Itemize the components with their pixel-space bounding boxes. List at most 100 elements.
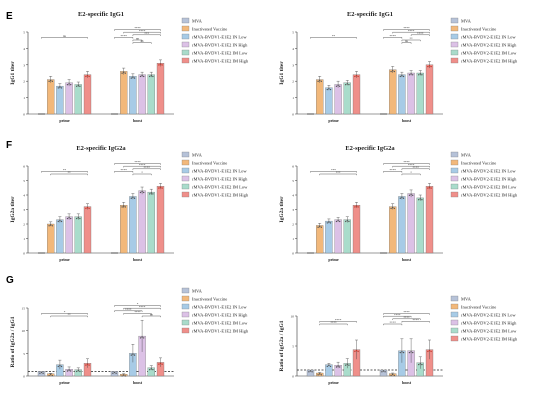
data-point xyxy=(419,363,421,365)
significance-bracket xyxy=(141,315,161,318)
significance-label: **** xyxy=(335,318,342,322)
data-point xyxy=(121,206,123,208)
data-point xyxy=(149,368,151,371)
x-category-label: boost xyxy=(133,257,143,262)
data-point xyxy=(158,187,160,189)
data-point xyxy=(59,86,61,88)
legend-label: rMVA-BVDV2-E1E2 IM Low xyxy=(461,328,517,333)
data-point xyxy=(66,370,69,372)
data-point xyxy=(346,219,348,222)
significance-bracket xyxy=(392,166,430,168)
significance-label: ns xyxy=(141,39,145,43)
data-point xyxy=(152,368,154,371)
data-point xyxy=(392,206,394,209)
bar xyxy=(416,72,424,115)
legend-swatch xyxy=(181,295,190,302)
data-point xyxy=(401,196,403,199)
x-category-label: prime xyxy=(328,380,338,385)
data-point xyxy=(345,364,347,366)
panel-letter-f: F xyxy=(6,140,12,151)
y-tick-label: 5 xyxy=(23,179,25,183)
data-point xyxy=(132,76,134,78)
data-point xyxy=(158,64,160,66)
data-point xyxy=(346,83,348,85)
y-tick-label: 0 xyxy=(292,252,294,256)
data-point xyxy=(354,206,356,208)
legend-label: rMVA-BVDV2-E1E2 IM High xyxy=(461,58,518,63)
data-point xyxy=(328,221,330,223)
data-point xyxy=(132,353,134,356)
significance-label: *** xyxy=(336,171,341,175)
data-point xyxy=(317,374,319,376)
legend-swatch xyxy=(450,175,459,182)
legend-label: Inactivated Vaccine xyxy=(461,304,496,309)
x-category-label: boost xyxy=(133,380,143,385)
data-point xyxy=(329,365,332,368)
data-point xyxy=(51,225,53,227)
data-point xyxy=(390,374,392,377)
y-tick-label: 4 xyxy=(292,47,294,51)
bar xyxy=(47,223,55,254)
legend-label: rMVA-BVDV1-E1E2 IM High xyxy=(192,192,249,197)
bar xyxy=(352,74,361,115)
bar xyxy=(334,219,342,254)
bar xyxy=(120,71,128,115)
data-point xyxy=(345,220,347,223)
data-point xyxy=(130,197,132,199)
legend-swatch xyxy=(450,159,459,166)
significance-label: * xyxy=(141,171,143,175)
data-point xyxy=(339,366,341,368)
y-tick-label: 0 xyxy=(23,113,25,117)
y-tick-label: 4 xyxy=(292,194,294,198)
data-point xyxy=(70,83,72,86)
bar xyxy=(138,190,146,254)
data-point xyxy=(139,75,142,78)
data-point xyxy=(393,70,395,73)
data-point xyxy=(86,74,89,77)
significance-label: * xyxy=(410,171,412,175)
significance-label: **** xyxy=(134,160,141,164)
data-point xyxy=(159,362,162,365)
significance-label: *** xyxy=(331,168,336,172)
data-point xyxy=(390,207,392,210)
y-tick-label: 3 xyxy=(292,63,294,67)
bar xyxy=(316,225,324,254)
significance-label: **** xyxy=(125,307,132,311)
legend-swatch xyxy=(450,49,459,56)
data-point xyxy=(115,372,117,374)
data-point xyxy=(48,374,50,377)
significance-bracket xyxy=(114,310,143,312)
bar xyxy=(56,219,64,254)
significance-bracket xyxy=(50,173,88,176)
legend-swatch xyxy=(450,183,459,190)
significance-bracket xyxy=(132,34,161,36)
data-point xyxy=(88,364,90,366)
y-tick-label: 1 xyxy=(292,96,294,100)
data-point xyxy=(346,363,348,366)
y-tick-label: 3 xyxy=(23,63,25,67)
y-tick-label: 5 xyxy=(292,179,294,183)
x-category-label: boost xyxy=(402,380,412,385)
bar xyxy=(343,219,351,254)
significance-bracket xyxy=(383,323,403,326)
data-point xyxy=(161,64,163,66)
data-point xyxy=(421,199,423,201)
significance-bracket xyxy=(114,37,134,39)
data-point xyxy=(412,74,414,76)
legend-swatch xyxy=(450,41,459,48)
data-point xyxy=(337,365,339,367)
y-tick-label: 6 xyxy=(292,165,294,169)
data-point xyxy=(427,350,429,353)
significance-bracket xyxy=(123,313,152,315)
data-point xyxy=(133,77,136,79)
data-point xyxy=(66,83,69,86)
data-point xyxy=(326,222,328,224)
data-point xyxy=(418,199,420,201)
bar xyxy=(147,74,155,115)
significance-bracket xyxy=(401,321,430,323)
data-point xyxy=(428,186,431,188)
significance-label: * xyxy=(64,310,66,314)
data-point xyxy=(150,368,152,370)
